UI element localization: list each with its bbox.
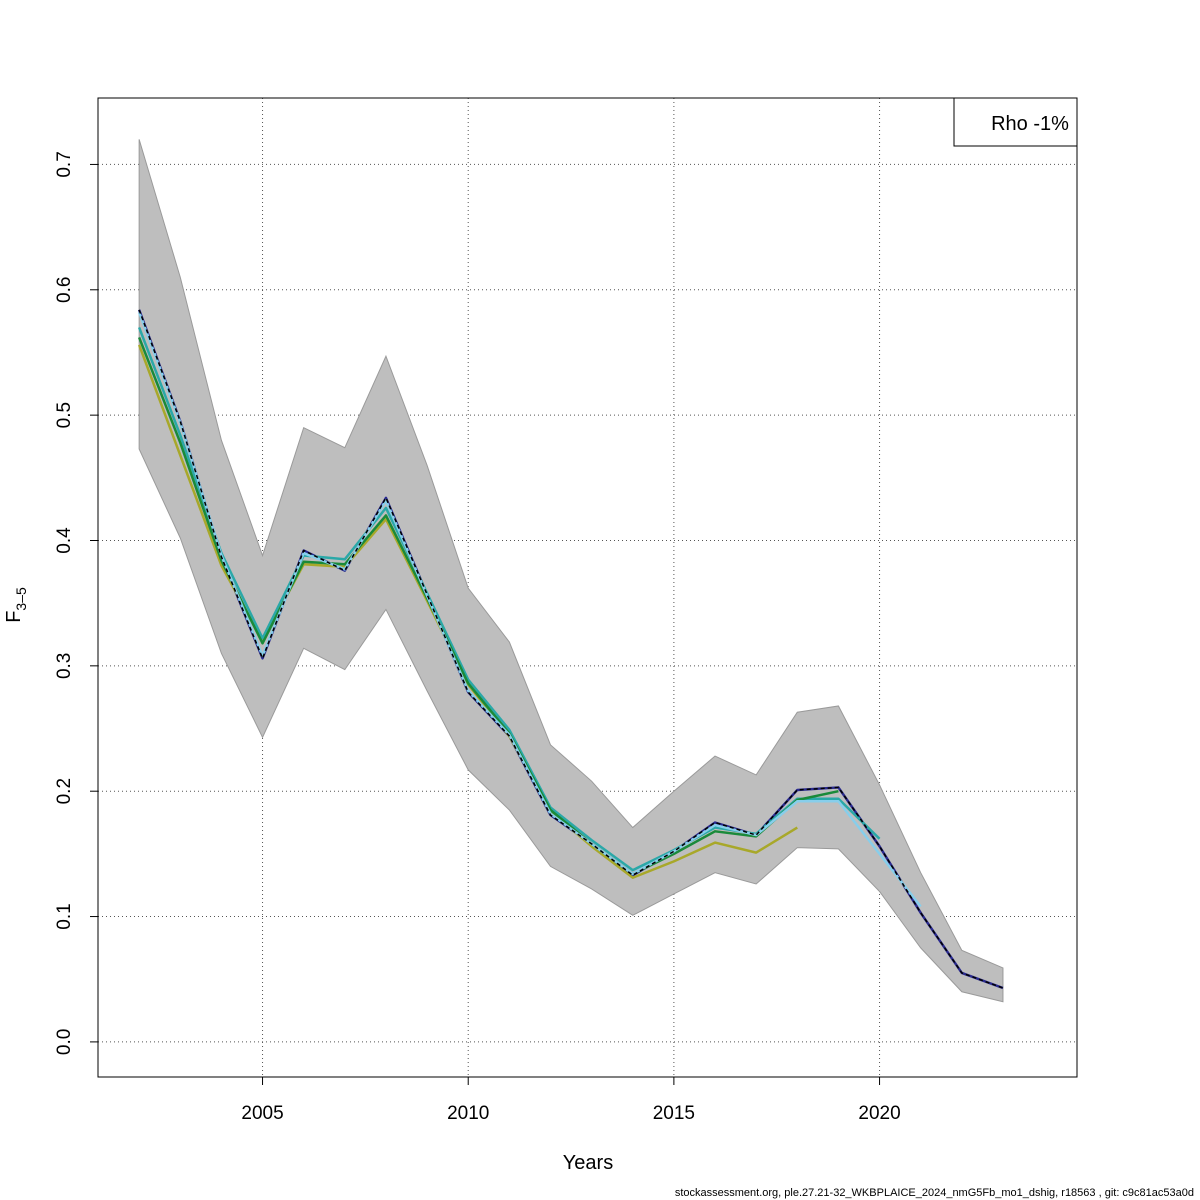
x-tick-label-2005: 2005 [241, 1103, 283, 1124]
y-axis: 0.0 0.1 0.2 0.3 0.4 0.5 0.6 0.7 [54, 151, 98, 1055]
y-tick-label-3: 0.3 [54, 653, 75, 679]
y-tick-label-1: 0.1 [54, 903, 75, 929]
series-lines [137, 309, 1004, 990]
series-line-4 [137, 336, 839, 876]
series-line-5 [137, 311, 922, 908]
x-tick-label-2010: 2010 [447, 1103, 489, 1124]
y-axis-title-main: F [3, 611, 25, 623]
footer-credit: stockassessment.org, ple.27.21-32_WKBPLA… [675, 1187, 1194, 1199]
y-tick-label-6: 0.6 [54, 277, 75, 303]
y-tick-label-4: 0.4 [54, 527, 75, 554]
y-axis-title: F3–5 [3, 587, 29, 623]
x-axis: 2005 2010 2015 2020 [241, 1077, 901, 1124]
x-axis-title: Years [563, 1152, 613, 1174]
svg-text:F3–5: F3–5 [3, 587, 29, 623]
confidence-band [138, 139, 1004, 1003]
y-tick-label-5: 0.5 [54, 402, 75, 428]
y-tick-label-7: 0.7 [54, 151, 75, 177]
x-tick-label-2015: 2015 [653, 1103, 695, 1124]
y-axis-title-subscript: 3–5 [13, 587, 29, 611]
legend: Rho -1% [953, 97, 1078, 147]
x-tick-label-2020: 2020 [858, 1103, 900, 1124]
confidence-band-group [138, 139, 1004, 1003]
y-tick-label-2: 0.2 [54, 778, 75, 804]
legend-text: Rho -1% [991, 113, 1069, 135]
plot-frame [97, 97, 1078, 1078]
y-tick-label-0: 0.0 [54, 1029, 75, 1055]
series-line-6 [138, 309, 1004, 989]
legend-box [953, 97, 1078, 147]
